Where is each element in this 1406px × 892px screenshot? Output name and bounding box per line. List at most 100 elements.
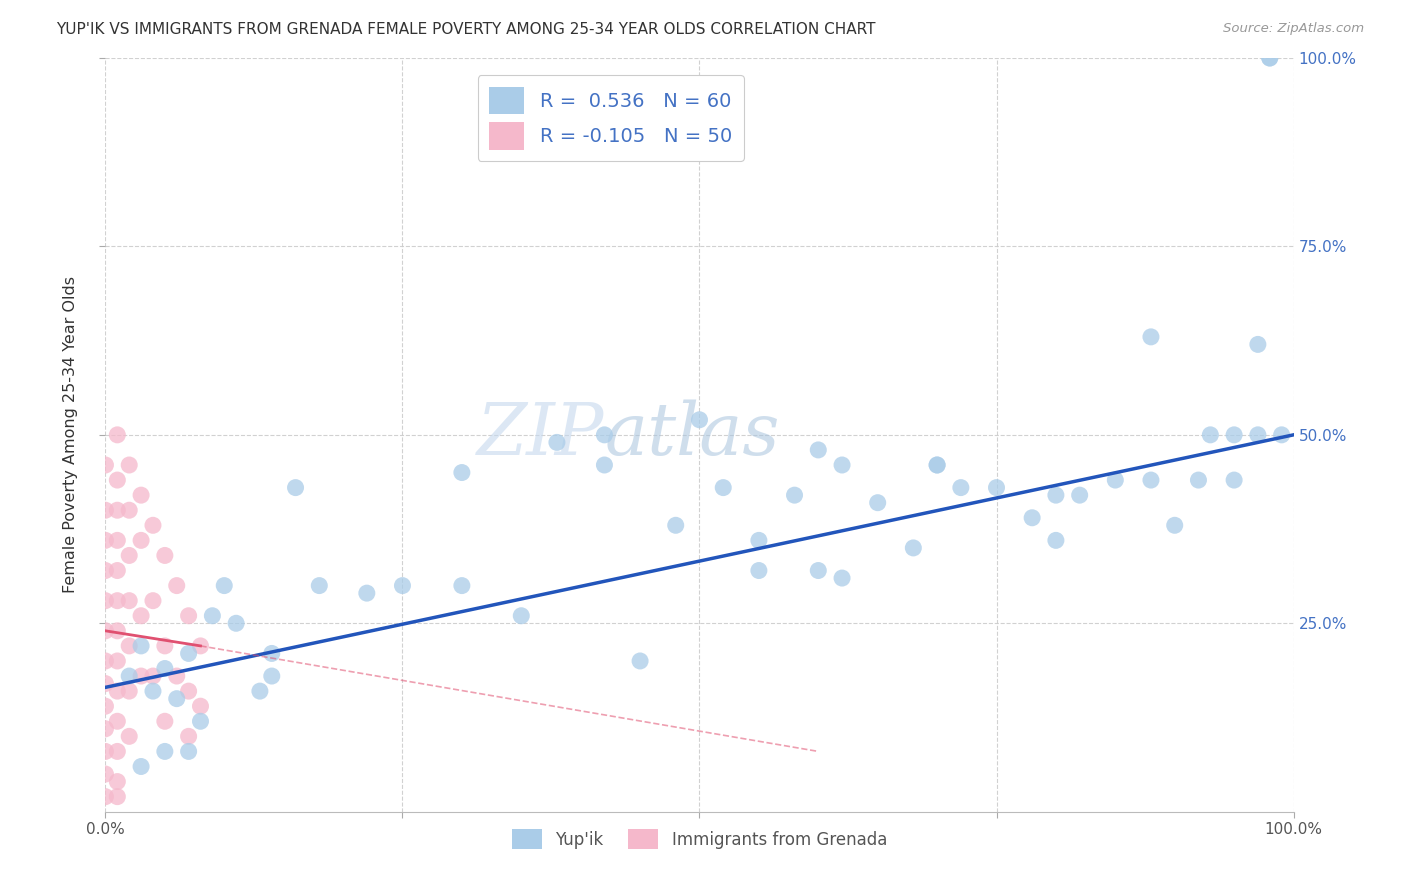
Point bbox=[105, 744, 128, 758]
Text: Source: ZipAtlas.com: Source: ZipAtlas.com bbox=[1223, 22, 1364, 36]
Point bbox=[450, 578, 472, 592]
Point bbox=[142, 684, 165, 698]
Point bbox=[153, 661, 176, 675]
Point bbox=[308, 578, 330, 592]
Point bbox=[986, 481, 1008, 495]
Point bbox=[1104, 473, 1126, 487]
Point bbox=[450, 466, 472, 480]
Point bbox=[593, 427, 616, 442]
Point bbox=[142, 518, 165, 533]
Point bbox=[177, 684, 200, 698]
Point bbox=[118, 684, 141, 698]
Point bbox=[105, 564, 128, 578]
Point bbox=[142, 669, 165, 683]
Point bbox=[190, 714, 212, 729]
Point bbox=[118, 503, 141, 517]
Point bbox=[105, 654, 128, 668]
Point bbox=[129, 533, 152, 548]
Point bbox=[1247, 427, 1270, 442]
Point bbox=[807, 564, 830, 578]
Point bbox=[1258, 51, 1281, 65]
Point bbox=[546, 435, 568, 450]
Point bbox=[118, 458, 141, 472]
Point bbox=[94, 676, 117, 690]
Point bbox=[783, 488, 806, 502]
Point bbox=[177, 608, 200, 623]
Point bbox=[925, 458, 948, 472]
Point bbox=[284, 481, 307, 495]
Point bbox=[260, 647, 283, 661]
Point bbox=[831, 571, 853, 585]
Point bbox=[177, 647, 200, 661]
Point bbox=[1069, 488, 1091, 502]
Point bbox=[129, 608, 152, 623]
Point bbox=[628, 654, 651, 668]
Point bbox=[225, 616, 247, 631]
Point bbox=[94, 699, 117, 714]
Point bbox=[153, 549, 176, 563]
Point bbox=[94, 722, 117, 736]
Point bbox=[166, 669, 188, 683]
Point bbox=[391, 578, 413, 592]
Point bbox=[94, 503, 117, 517]
Point bbox=[1271, 427, 1294, 442]
Point bbox=[711, 481, 734, 495]
Point bbox=[153, 714, 176, 729]
Point bbox=[105, 503, 128, 517]
Point bbox=[94, 564, 117, 578]
Text: ZIP: ZIP bbox=[477, 400, 605, 470]
Point bbox=[1223, 473, 1246, 487]
Point bbox=[510, 608, 533, 623]
Point bbox=[118, 593, 141, 607]
Point bbox=[105, 533, 128, 548]
Point bbox=[153, 639, 176, 653]
Point bbox=[201, 608, 224, 623]
Point bbox=[94, 789, 117, 804]
Text: atlas: atlas bbox=[605, 400, 780, 470]
Point bbox=[118, 730, 141, 744]
Point bbox=[260, 669, 283, 683]
Point bbox=[1045, 488, 1067, 502]
Point bbox=[1045, 533, 1067, 548]
Point bbox=[94, 458, 117, 472]
Point bbox=[1140, 330, 1163, 344]
Point bbox=[593, 458, 616, 472]
Point bbox=[177, 730, 200, 744]
Point bbox=[94, 593, 117, 607]
Point bbox=[1021, 510, 1043, 524]
Point bbox=[129, 759, 152, 773]
Legend: Yup'ik, Immigrants from Grenada: Yup'ik, Immigrants from Grenada bbox=[505, 822, 894, 856]
Point bbox=[166, 691, 188, 706]
Point bbox=[129, 669, 152, 683]
Point bbox=[177, 744, 200, 758]
Point bbox=[129, 639, 152, 653]
Point bbox=[831, 458, 853, 472]
Point bbox=[748, 533, 770, 548]
Point bbox=[105, 684, 128, 698]
Point bbox=[105, 427, 128, 442]
Point bbox=[1199, 427, 1222, 442]
Point bbox=[105, 789, 128, 804]
Point bbox=[118, 669, 141, 683]
Point bbox=[1223, 427, 1246, 442]
Point bbox=[807, 442, 830, 457]
Text: YUP'IK VS IMMIGRANTS FROM GRENADA FEMALE POVERTY AMONG 25-34 YEAR OLDS CORRELATI: YUP'IK VS IMMIGRANTS FROM GRENADA FEMALE… bbox=[56, 22, 876, 37]
Point bbox=[94, 744, 117, 758]
Point bbox=[153, 744, 176, 758]
Point bbox=[118, 639, 141, 653]
Point bbox=[1258, 51, 1281, 65]
Point bbox=[118, 549, 141, 563]
Point bbox=[105, 593, 128, 607]
Point bbox=[105, 714, 128, 729]
Point bbox=[1140, 473, 1163, 487]
Point bbox=[105, 624, 128, 638]
Point bbox=[949, 481, 972, 495]
Point bbox=[94, 533, 117, 548]
Point bbox=[166, 578, 188, 592]
Point bbox=[142, 593, 165, 607]
Point bbox=[1164, 518, 1187, 533]
Point bbox=[214, 578, 236, 592]
Point bbox=[665, 518, 688, 533]
Point bbox=[190, 699, 212, 714]
Point bbox=[249, 684, 271, 698]
